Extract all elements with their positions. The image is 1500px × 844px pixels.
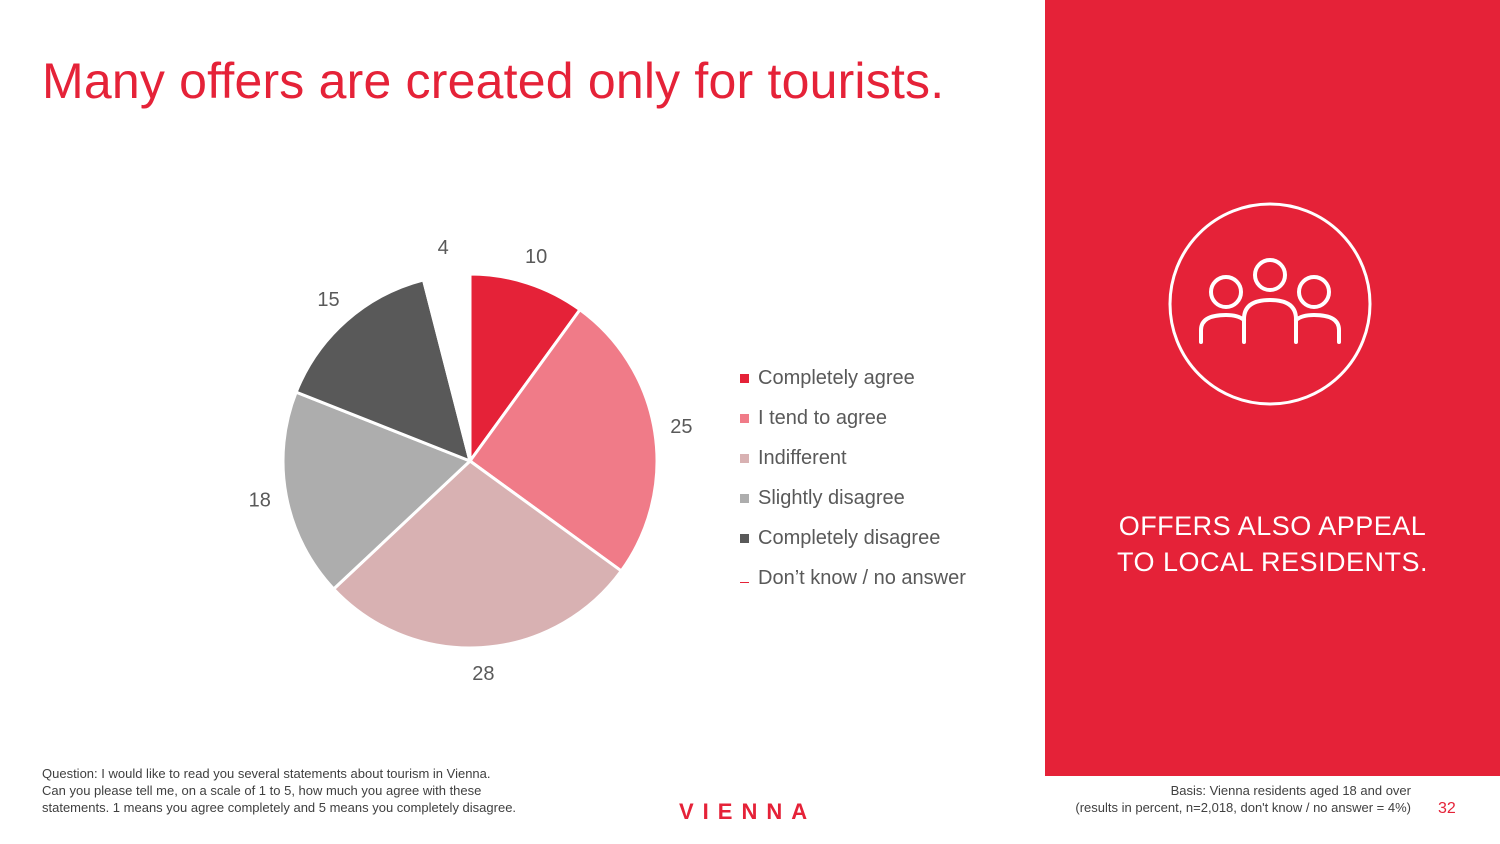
page-number: 32	[1438, 800, 1456, 817]
data-label: 10	[525, 246, 547, 268]
pie-slice	[331, 459, 624, 650]
legend-swatch	[740, 493, 749, 503]
footnote-line: Basis: Vienna residents aged 18 and over	[1170, 783, 1411, 798]
legend-label: Slightly disagree	[758, 486, 905, 509]
legend-swatch	[740, 533, 749, 543]
side-panel-text: OFFERS ALSO APPEAL TO LOCAL RESIDENTS.	[1045, 508, 1500, 580]
legend-item: Indifferent	[740, 438, 966, 478]
legend-swatch	[740, 573, 749, 583]
data-label: 28	[472, 663, 494, 685]
data-label: 4	[438, 240, 449, 259]
side-panel-line: TO LOCAL RESIDENTS.	[1116, 547, 1429, 577]
pie-chart: 10 25 28 18 15 4	[249, 240, 693, 685]
legend-item: Don’t know / no answer	[740, 558, 966, 598]
legend-swatch	[740, 413, 749, 423]
legend-label: Completely agree	[758, 366, 915, 389]
legend-item: Completely agree	[740, 358, 966, 398]
legend-label: Indifferent	[758, 446, 847, 469]
side-panel: OFFERS ALSO APPEAL TO LOCAL RESIDENTS.	[1045, 0, 1500, 776]
data-label: 18	[249, 489, 271, 511]
basis-footnote: Basis: Vienna residents aged 18 and over…	[1075, 782, 1411, 816]
chart-legend: Completely agree I tend to agree Indiffe…	[740, 358, 966, 598]
pie-slice	[468, 272, 583, 466]
legend-label: Don’t know / no answer	[758, 566, 966, 589]
people-group-icon	[1168, 202, 1372, 406]
brand-logo: VIENNA	[679, 799, 817, 824]
legend-swatch	[740, 453, 749, 463]
pie-slice	[281, 390, 473, 592]
pie-slice	[421, 272, 472, 462]
footnote-line: Can you please tell me, on a scale of 1 …	[42, 783, 482, 798]
legend-swatch	[740, 373, 749, 383]
legend-label: I tend to agree	[758, 406, 887, 429]
legend-item: Slightly disagree	[740, 478, 966, 518]
footnote-line: (results in percent, n=2,018, don't know…	[1075, 800, 1411, 815]
legend-label: Completely disagree	[758, 526, 941, 549]
page-title: Many offers are created only for tourist…	[42, 53, 945, 109]
footnote-line: Question: I would like to read you sever…	[42, 766, 491, 781]
pie-slice	[294, 278, 473, 464]
footnote-line: statements. 1 means you agree completely…	[42, 800, 517, 815]
side-panel-line: OFFERS ALSO APPEAL	[1118, 511, 1427, 541]
data-label: 25	[670, 416, 692, 438]
legend-item: Completely disagree	[740, 518, 966, 558]
data-label: 15	[317, 289, 339, 311]
legend-item: I tend to agree	[740, 398, 966, 438]
question-footnote: Question: I would like to read you sever…	[42, 765, 516, 816]
pie-slice	[467, 307, 659, 574]
